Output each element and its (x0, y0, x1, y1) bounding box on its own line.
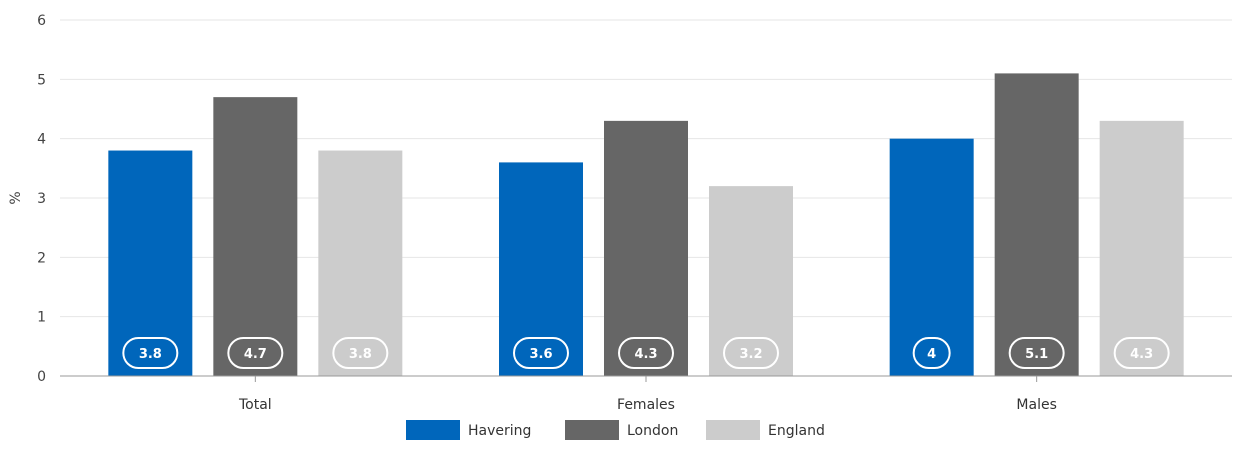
legend-label: Havering (468, 423, 531, 439)
data-label: 4.3 (1130, 347, 1153, 362)
bar-london-total[interactable] (213, 97, 298, 376)
y-tick-label: 5 (37, 72, 46, 88)
data-label-pill (618, 337, 674, 369)
data-label-pill (227, 337, 284, 369)
data-label-pill (1113, 337, 1170, 369)
data-label-pill (332, 337, 389, 369)
legend-item-havering[interactable]: Havering (406, 420, 531, 440)
bar-england-females[interactable] (709, 186, 793, 376)
y-axis-label: % (8, 191, 24, 204)
x-category-label: Total (238, 397, 272, 413)
bar-havering-total[interactable] (108, 150, 193, 376)
data-label-pill (513, 337, 569, 369)
data-label-pill (122, 337, 179, 369)
x-category-label: Males (1016, 397, 1056, 413)
data-label-pill (1008, 337, 1065, 369)
bar-havering-females[interactable] (499, 162, 583, 376)
legend-swatch (706, 420, 760, 440)
y-tick-label: 1 (37, 310, 46, 326)
data-label-pill (723, 337, 779, 369)
bars-layer: 3.8 4.7 3.8 3.6 4.3 3.2 4 5.1 4.3 (108, 73, 1184, 377)
data-label: 3.8 (349, 347, 372, 362)
data-label: 4.7 (244, 347, 267, 362)
legend-label: England (768, 423, 825, 439)
legend: Havering London England (406, 420, 825, 440)
y-tick-label: 6 (37, 13, 46, 29)
y-tick-label: 2 (37, 250, 46, 266)
legend-label: London (627, 423, 678, 439)
bar-england-males[interactable] (1099, 120, 1184, 376)
data-label-pill (912, 337, 951, 369)
axis-layer: % Total Females Males (8, 191, 1232, 413)
data-label: 4.3 (634, 347, 657, 362)
legend-swatch (565, 420, 619, 440)
data-label: 5.1 (1025, 347, 1048, 362)
data-label: 3.6 (529, 347, 552, 362)
legend-swatch (406, 420, 460, 440)
bar-havering-males[interactable] (889, 138, 974, 376)
y-tick-label: 3 (37, 191, 46, 207)
data-label: 3.8 (139, 347, 162, 362)
bar-london-females[interactable] (604, 120, 688, 376)
y-tick-label: 0 (37, 369, 46, 385)
legend-item-england[interactable]: England (706, 420, 825, 440)
bar-london-males[interactable] (994, 73, 1079, 377)
bar-england-total[interactable] (318, 150, 403, 376)
y-tick-label: 4 (37, 132, 46, 148)
legend-item-london[interactable]: London (565, 420, 678, 440)
data-label: 3.2 (739, 347, 762, 362)
data-label: 4 (927, 347, 936, 362)
x-category-label: Females (617, 397, 675, 413)
